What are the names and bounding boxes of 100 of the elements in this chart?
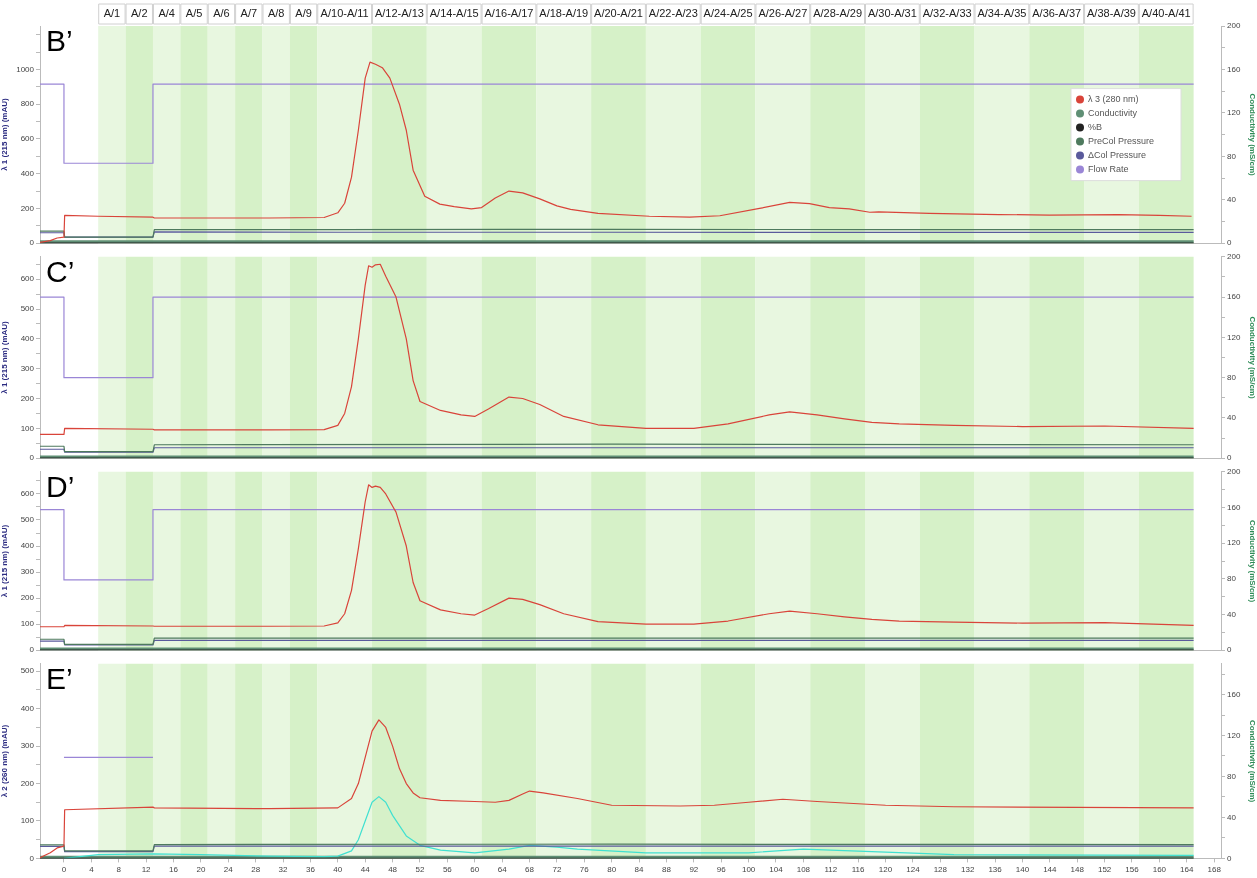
x-tick-label: 96: [716, 865, 727, 875]
y2-tick-label: 40: [1227, 812, 1237, 822]
x-tick-label: 12: [141, 865, 152, 875]
y-tick-label: 400: [20, 703, 35, 713]
y-tick-label: 100: [20, 816, 35, 826]
y-axis-title: λ 1 (215 nm) (mAU): [0, 320, 9, 394]
x-tick-label: 120: [878, 865, 893, 875]
x-tick-label: 152: [1097, 865, 1112, 875]
y-tick-label: 300: [20, 363, 35, 373]
y2-axis-title: Conductivity (mS/cm): [1248, 93, 1257, 177]
x-tick-label: 44: [360, 865, 371, 875]
chart-title: D’: [46, 470, 75, 504]
y-tick-label: 200: [20, 778, 35, 788]
x-tick-label: 160: [1152, 865, 1167, 875]
y-tick-label: 100: [20, 423, 35, 433]
y-tick-label: 600: [20, 134, 35, 144]
y2-tick-label: 160: [1227, 292, 1241, 302]
y2-tick-label: 120: [1227, 332, 1241, 342]
chart-title: C’: [46, 255, 75, 289]
y2-tick-label: 40: [1227, 413, 1237, 423]
y2-tick-label: 160: [1227, 64, 1241, 74]
band-label: A/9: [295, 7, 312, 20]
y2-tick-label: 40: [1227, 194, 1237, 204]
band-label: A/10-A/11: [320, 7, 369, 20]
x-tick-label: 124: [906, 865, 921, 875]
y2-axis-title: Conductivity (mS/cm): [1248, 719, 1257, 803]
x-tick-label: 104: [769, 865, 784, 875]
band-label: A/20-A/21: [594, 7, 643, 20]
x-tick-label: 140: [1015, 865, 1030, 875]
x-tick-label: 164: [1180, 865, 1194, 875]
x-tick-label: 28: [251, 865, 261, 875]
x-tick-label: 16: [169, 865, 179, 875]
x-tick-label: 68: [525, 865, 535, 875]
x-tick-label: 136: [988, 865, 1003, 875]
y2-tick-label: 40: [1227, 609, 1237, 619]
y-tick-label: 600: [20, 274, 35, 284]
y-tick-label: 500: [20, 304, 35, 314]
band-label: A/24-A/25: [703, 7, 753, 20]
chart-title: B’: [46, 24, 73, 58]
y2-tick-label: 120: [1227, 538, 1241, 548]
x-tick-label: 84: [634, 865, 645, 875]
y2-tick-label: 80: [1227, 151, 1237, 161]
x-tick-label: 156: [1125, 865, 1140, 875]
y2-tick-label: 80: [1227, 771, 1237, 781]
x-tick-label: 24: [223, 865, 234, 875]
x-tick-label: 8: [116, 865, 122, 875]
y2-tick-label: 0: [1227, 453, 1232, 463]
y-tick-label: 500: [20, 515, 35, 525]
legend-label: Conductivity: [1088, 108, 1138, 119]
y-tick-label: 400: [20, 334, 35, 344]
y2-tick-label: 160: [1227, 689, 1241, 699]
band-label: A/38-A/39: [1087, 7, 1136, 20]
y-tick-label: 800: [20, 99, 35, 109]
band-label: A/22-A/23: [648, 7, 698, 20]
band-label: A/40-A/41: [1141, 7, 1191, 20]
y2-tick-label: 120: [1227, 730, 1241, 740]
y-axis-title: λ 1 (215 nm) (mAU): [0, 98, 9, 171]
band-label: A/2: [131, 7, 148, 20]
y2-tick-label: 200: [1227, 467, 1241, 476]
band-label: A/32-A/33: [922, 7, 972, 20]
x-tick-label: 72: [552, 865, 562, 875]
x-tick-label: 56: [442, 865, 453, 875]
legend-label: Flow Rate: [1088, 164, 1129, 175]
band-label: A/6: [213, 7, 230, 20]
x-tick-label: 132: [961, 865, 975, 875]
y-axis-title: λ 1 (215 nm) (mAU): [0, 524, 9, 598]
y2-tick-label: 200: [1227, 21, 1241, 31]
y-tick-label: 400: [20, 168, 35, 178]
y-tick-label: 600: [20, 489, 35, 499]
y-axis-title: λ 2 (260 nm) (mAU): [0, 724, 9, 798]
y-tick-label: 400: [20, 541, 35, 551]
x-tick-label: 60: [470, 865, 480, 875]
band-label: A/5: [185, 7, 203, 20]
band-label: A/30-A/31: [867, 7, 917, 20]
band-label: A/8: [267, 7, 285, 20]
y2-axis-title: Conductivity (mS/cm): [1248, 519, 1257, 603]
y-tick-label: 500: [20, 666, 35, 676]
band-label: A/36-A/37: [1032, 7, 1082, 20]
legend-label: λ 3 (280 nm): [1088, 94, 1139, 105]
y-tick-label: 0: [29, 238, 35, 248]
y-tick-label: 200: [20, 593, 35, 603]
x-tick-label: 128: [933, 865, 948, 875]
legend-label: PreCol Pressure: [1088, 136, 1155, 147]
x-tick-label: 20: [196, 865, 206, 875]
y-tick-label: 100: [20, 619, 35, 629]
x-tick-label: 88: [661, 865, 672, 875]
x-tick-label: 32: [278, 865, 289, 875]
legend-label: %B: [1088, 122, 1103, 133]
x-tick-label: 108: [796, 865, 811, 875]
x-tick-label: 36: [305, 865, 316, 875]
y2-tick-label: 200: [1227, 252, 1241, 261]
x-tick-label: 0: [61, 865, 67, 875]
legend-label: ΔCol Pressure: [1088, 150, 1147, 161]
band-label: A/34-A/35: [977, 7, 1027, 20]
y-tick-label: 300: [20, 567, 35, 577]
x-tick-label: 112: [824, 865, 838, 875]
y2-tick-label: 120: [1227, 108, 1241, 118]
x-tick-label: 64: [497, 865, 508, 875]
x-tick-label: 40: [333, 865, 343, 875]
y-tick-label: 200: [20, 203, 35, 213]
